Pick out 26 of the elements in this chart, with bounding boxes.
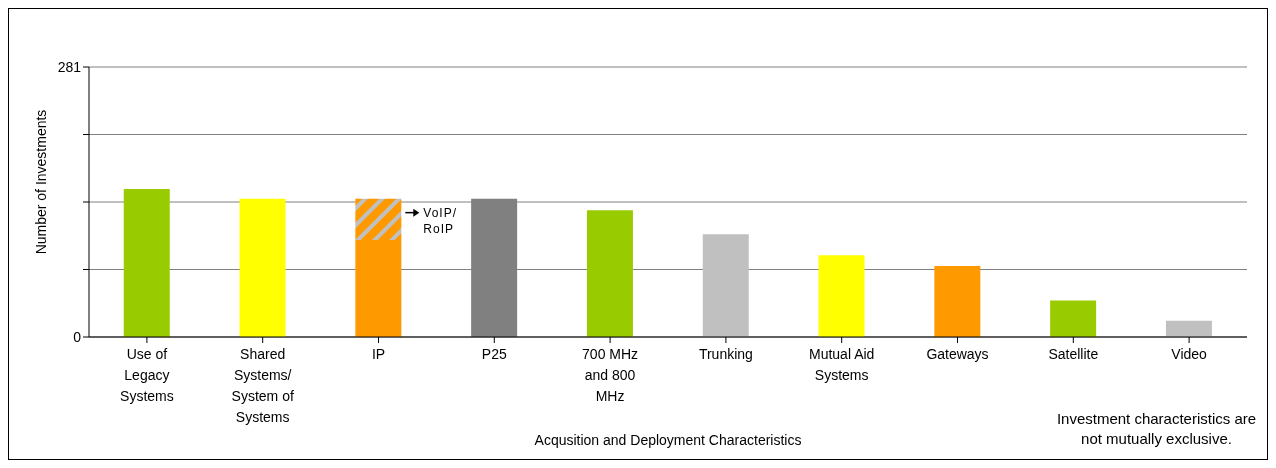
x-tick-label: P25: [481, 346, 507, 362]
x-axis-title: Acqusition and Deployment Characteristics: [534, 432, 802, 448]
x-tick-label: Shared Systems/ System of Systems: [231, 346, 294, 425]
x-tick-label: 700 MHz and 800 MHz: [582, 346, 639, 404]
text: Investment characteristics are not mutually exclusive.: [1055, 409, 1258, 449]
bar: [818, 255, 865, 337]
bar: [702, 234, 749, 337]
bar: [239, 198, 286, 337]
bar: [355, 198, 402, 240]
series-label: VoIP/RoIP: [423, 205, 458, 236]
x-tick-label: Mutual Aid Systems: [809, 346, 875, 383]
bar: [1050, 300, 1097, 337]
x-tick-label: Video: [1171, 346, 1208, 362]
bar: [123, 189, 170, 337]
x-tick-label: Trunking: [698, 346, 753, 362]
bar: [355, 239, 402, 337]
x-tick-label: Satellite: [1048, 346, 1099, 362]
y-tick-label: 0: [73, 329, 82, 345]
y-axis-title: Number of Investments: [32, 109, 49, 255]
y-tick-label: 281: [57, 59, 82, 75]
x-tick-label: Use of Legacy Systems: [120, 346, 174, 404]
x-tick-label: Gateways: [926, 346, 989, 362]
bar: [586, 210, 633, 337]
bar: [934, 265, 981, 337]
bar: [1165, 320, 1212, 337]
x-tick-label: IP: [371, 346, 386, 362]
